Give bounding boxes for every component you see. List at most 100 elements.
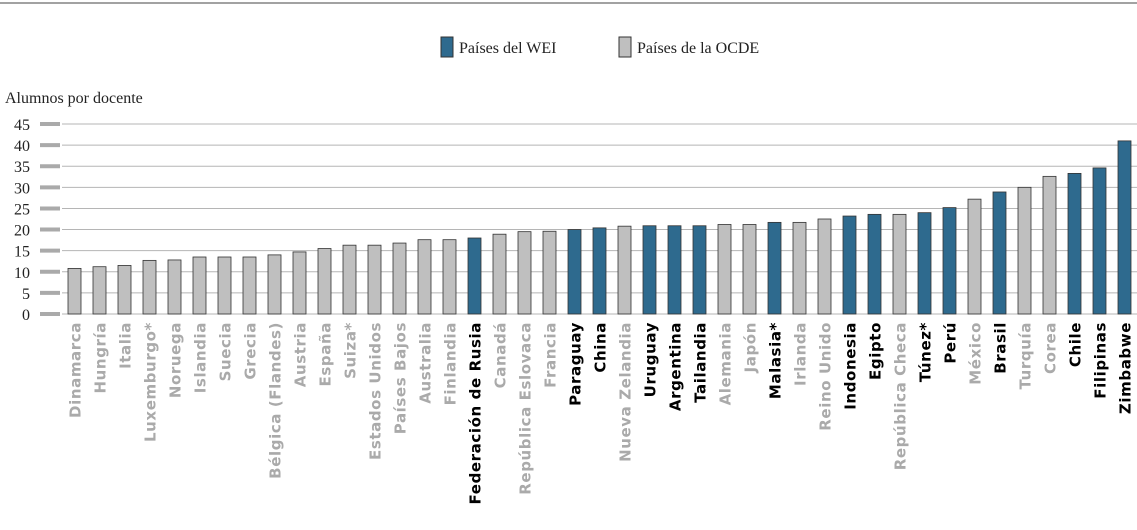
bar [492, 233, 507, 315]
x-tick-label: Irlanda [792, 322, 810, 386]
x-tick-label: Reino Unido [817, 322, 835, 431]
x-tick-label: Finlandia [442, 322, 460, 405]
x-tick-label: Bélgica (Flandes) [267, 322, 285, 479]
x-tick-label: Austria [292, 322, 310, 387]
x-tick-label: Túnez* [917, 322, 935, 382]
y-tick-label: 25 [14, 201, 30, 218]
legend-swatch [618, 36, 632, 58]
x-tick-label: Brasil [992, 322, 1010, 374]
bar [767, 221, 782, 315]
bar [467, 237, 482, 315]
bar [1117, 140, 1132, 315]
x-tick-label: Islandia [192, 322, 210, 393]
x-tick-label: Suecia [217, 322, 235, 381]
x-tick-label: Uruguay [642, 322, 660, 397]
bar [342, 244, 357, 315]
bar [842, 215, 857, 315]
x-tick-label: México [967, 322, 985, 385]
y-tick-label: 30 [14, 180, 30, 197]
x-tick-label: Federación de Rusia [467, 322, 485, 504]
x-tick-label: Malasia* [767, 322, 785, 399]
x-tick-label: Estados Unidos [367, 322, 385, 460]
y-tick-label: 35 [14, 159, 30, 176]
x-tick-label: República Eslovaca [517, 322, 535, 495]
bar [617, 225, 632, 315]
bar [817, 218, 832, 315]
x-tick-label: Filipinas [1092, 322, 1110, 399]
bar [1067, 172, 1082, 315]
bar [667, 225, 682, 315]
y-tick-label: 45 [14, 117, 30, 134]
x-tick-label: Egipto [867, 322, 885, 380]
x-tick-label: Indonesia [842, 322, 860, 410]
bar [792, 221, 807, 315]
bar [1092, 167, 1107, 315]
bar [692, 225, 707, 315]
x-tick-label: Francia [542, 322, 560, 388]
bar [742, 224, 757, 315]
bar [642, 225, 657, 315]
bar [1042, 175, 1057, 315]
y-tick-label: 40 [14, 138, 30, 155]
x-tick-label: Alemania [717, 322, 735, 405]
x-tick-label: Tailandia [692, 322, 710, 403]
y-tick-label: 10 [14, 265, 30, 282]
y-axis-label: Alumnos por docente [5, 90, 143, 107]
bar [892, 213, 907, 315]
x-tick-label: Italia [117, 322, 135, 369]
x-tick-label: Australia [417, 322, 435, 404]
bar [967, 198, 982, 315]
x-tick-label: Hungría [92, 322, 110, 394]
bar [417, 239, 432, 315]
y-tick-label: 20 [14, 223, 30, 240]
x-tick-label: Turquía [1017, 322, 1035, 390]
x-tick-label: Zimbabwe [1117, 322, 1135, 414]
bar [192, 256, 207, 315]
bar [517, 231, 532, 315]
x-tick-label: Paraguay [567, 322, 585, 406]
bar [92, 266, 107, 315]
x-tick-label: Noruega [167, 322, 185, 398]
legend-swatch [440, 36, 454, 58]
bar [292, 251, 307, 315]
y-tick-label: 5 [22, 286, 30, 303]
x-tick-label: Japón [742, 322, 760, 373]
bar [142, 259, 157, 315]
x-tick-label: Nueva Zelandia [617, 322, 635, 462]
bar [367, 244, 382, 315]
bar [992, 191, 1007, 315]
x-tick-label: Corea [1042, 322, 1060, 374]
x-tick-label: Países Bajos [392, 322, 410, 434]
bar [317, 248, 332, 315]
x-tick-label: China [592, 322, 610, 373]
y-tick-label: 15 [14, 244, 30, 261]
bar [1017, 186, 1032, 315]
bar [542, 230, 557, 315]
bar [217, 256, 232, 315]
x-tick-label: España [317, 322, 335, 386]
x-tick-label: Luxemburgo* [142, 322, 160, 442]
y-tick-label: 0 [22, 307, 30, 324]
legend-label: Países de la OCDE [637, 40, 759, 57]
x-tick-label: Argentina [667, 322, 685, 411]
legend-label: Países del WEI [459, 40, 556, 57]
bar [117, 265, 132, 315]
bar [567, 229, 582, 315]
bar [392, 242, 407, 315]
bar [267, 254, 282, 315]
x-tick-label: Grecia [242, 322, 260, 380]
bar [242, 256, 257, 315]
x-tick-label: Perú [942, 322, 960, 364]
x-tick-label: Canadá [492, 322, 510, 388]
bar [167, 259, 182, 315]
x-tick-label: República Checa [892, 322, 910, 470]
bar [942, 207, 957, 315]
bar [442, 239, 457, 315]
bar [917, 212, 932, 315]
bar [867, 213, 882, 315]
x-tick-label: Dinamarca [67, 322, 85, 418]
x-tick-label: Suiza* [342, 322, 360, 379]
bar [67, 267, 82, 315]
bar [592, 227, 607, 315]
